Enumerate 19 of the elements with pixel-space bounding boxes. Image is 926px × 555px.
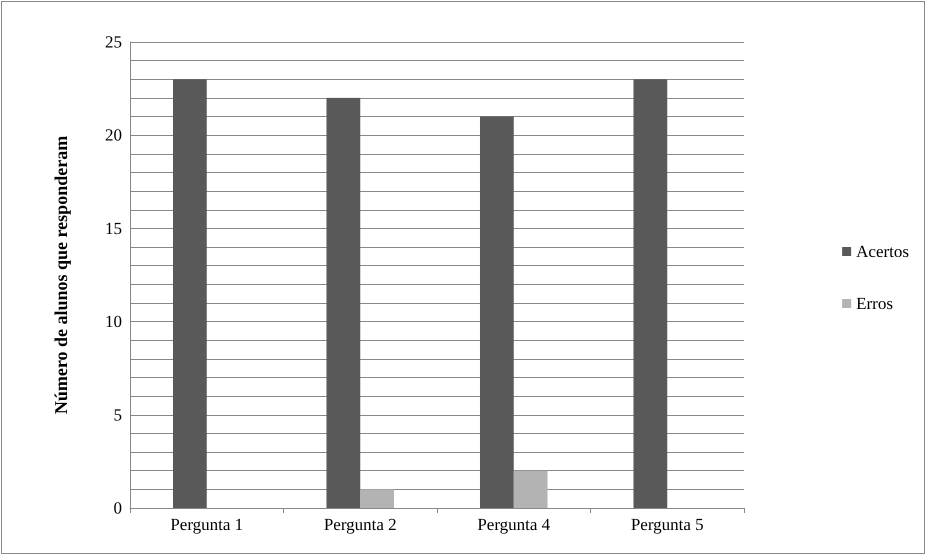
x-tick-label: Pergunta 1 (170, 515, 244, 534)
legend-label: Acertos (856, 242, 910, 261)
x-tick-label: Pergunta 4 (477, 515, 551, 534)
y-axis-title: Número de alunos que responderam (51, 136, 71, 414)
bar (514, 470, 548, 508)
y-tick-label: 15 (105, 218, 122, 238)
y-tick-label: 10 (105, 312, 122, 332)
bar (172, 79, 207, 508)
y-tick-label: 25 (105, 32, 122, 52)
y-tick-label: 5 (114, 405, 122, 424)
legend-label: Erros (856, 294, 893, 313)
bar (633, 79, 668, 508)
bar (360, 489, 394, 508)
y-tick-label: 0 (114, 498, 122, 518)
x-tick-label: Pergunta 5 (630, 515, 704, 534)
y-tick-label: 20 (105, 126, 122, 145)
bar (480, 116, 514, 508)
x-tick-label: Pergunta 2 (324, 515, 397, 534)
bar (326, 98, 360, 508)
